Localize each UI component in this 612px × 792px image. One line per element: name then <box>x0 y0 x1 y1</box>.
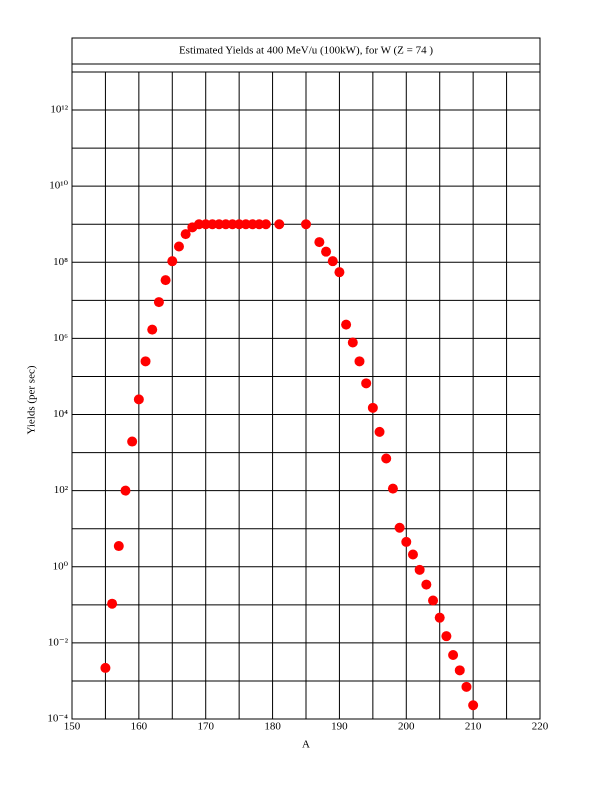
data-point <box>434 612 445 623</box>
data-point <box>107 598 118 609</box>
data-point <box>407 549 418 560</box>
data-point <box>367 402 378 413</box>
data-point <box>113 541 124 552</box>
data-point <box>454 665 465 676</box>
y-tick-label: 10⁸ <box>53 256 68 268</box>
x-tick-label: 200 <box>398 721 415 733</box>
data-point <box>260 219 271 230</box>
data-point <box>414 564 425 575</box>
data-point <box>301 219 311 230</box>
data-point <box>441 631 452 642</box>
chart-title: Estimated Yields at 400 MeV/u (100kW), f… <box>179 45 433 57</box>
data-point <box>354 356 365 367</box>
data-point <box>274 219 285 230</box>
x-tick-label: 170 <box>197 721 214 733</box>
data-point <box>334 267 345 278</box>
data-point <box>347 337 358 348</box>
data-point <box>133 394 144 405</box>
x-tick-label: 190 <box>331 721 348 733</box>
data-point <box>461 681 472 692</box>
data-point <box>387 483 398 494</box>
data-point <box>147 324 158 335</box>
data-point <box>374 426 385 437</box>
x-tick-label: 210 <box>465 721 482 733</box>
x-axis-label: A <box>302 739 310 751</box>
data-point <box>394 522 405 533</box>
x-tick-label: 220 <box>532 721 549 733</box>
data-point <box>153 297 164 308</box>
x-tick-label: 150 <box>64 721 81 733</box>
data-point <box>167 256 178 267</box>
data-point <box>314 237 325 248</box>
y-tick-label: 10⁻⁴ <box>47 713 68 725</box>
data-point <box>381 453 392 464</box>
x-tick-label: 160 <box>131 721 148 733</box>
y-tick-label: 10⁶ <box>53 332 68 344</box>
y-tick-label: 10¹² <box>50 104 68 116</box>
data-point <box>428 595 439 606</box>
data-point <box>421 579 432 590</box>
data-point <box>468 700 479 711</box>
y-tick-label: 10⁴ <box>53 408 68 420</box>
y-tick-label: 10⁻² <box>48 636 69 648</box>
data-point <box>321 246 332 257</box>
data-point <box>401 536 412 547</box>
data-point <box>160 275 171 286</box>
data-point <box>100 662 111 673</box>
data-point <box>341 319 352 330</box>
y-axis-label: Yields (per sec) <box>26 365 38 434</box>
data-point <box>173 241 184 252</box>
data-point <box>180 229 191 240</box>
x-tick-label: 180 <box>264 721 281 733</box>
data-point <box>127 436 138 447</box>
data-point <box>120 485 131 496</box>
data-point <box>140 356 151 367</box>
y-tick-label: 10¹⁰ <box>49 180 68 192</box>
y-tick-label: 10² <box>54 484 69 496</box>
data-point <box>448 650 459 661</box>
y-tick-label: 10⁰ <box>53 560 69 572</box>
data-point <box>361 378 372 389</box>
data-point <box>327 256 338 267</box>
